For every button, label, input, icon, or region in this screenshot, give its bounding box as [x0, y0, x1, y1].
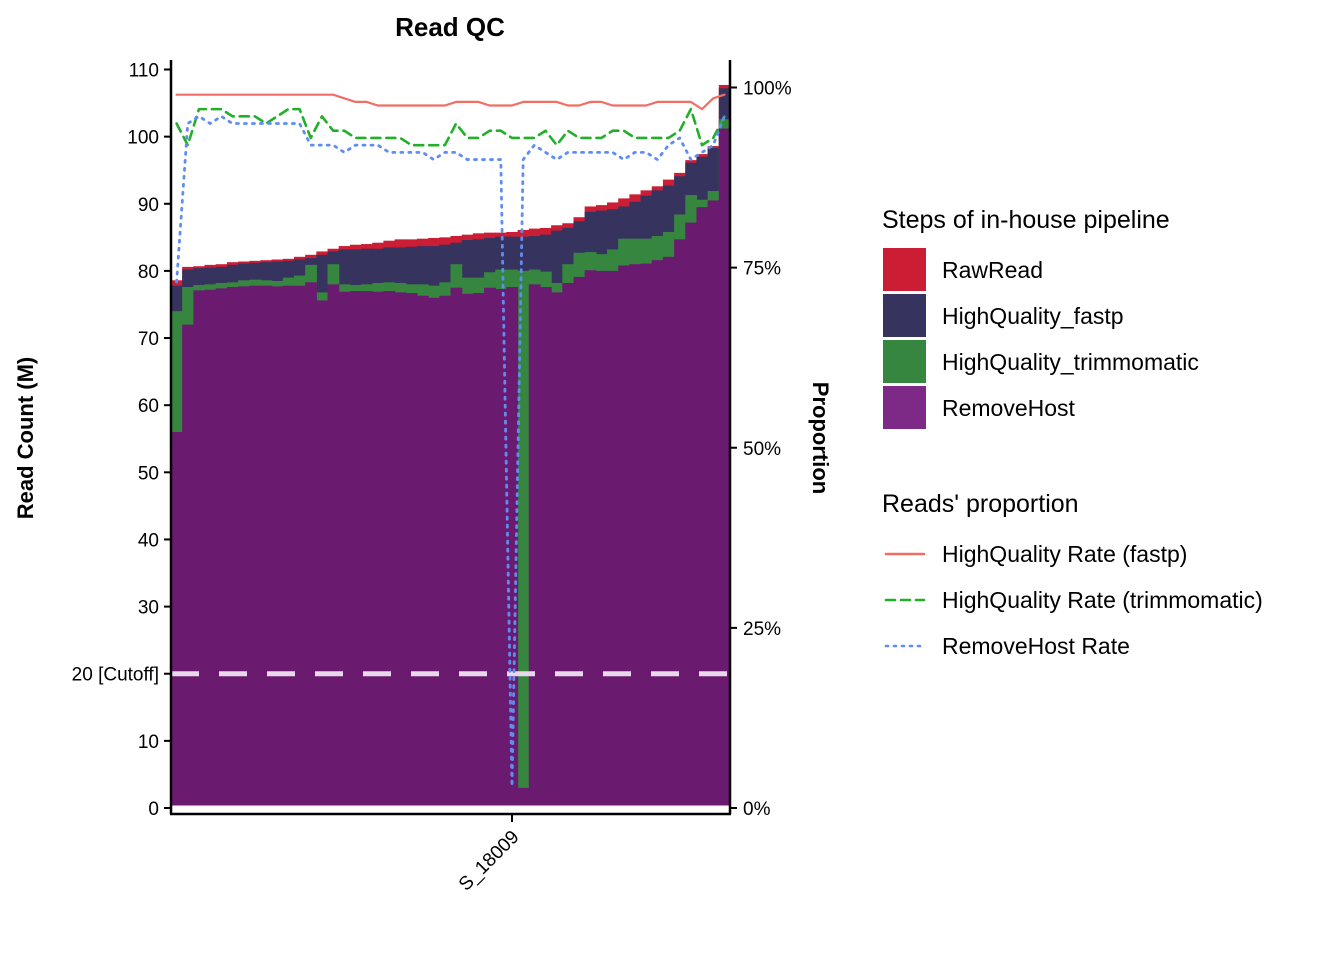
y2-tick-label: 25%	[743, 619, 781, 640]
bar-removehost	[584, 270, 597, 808]
bar-removehost	[349, 291, 362, 808]
legend-steps: Steps of in-house pipeline RawRead HighQu…	[882, 206, 1199, 429]
bar-removehost	[551, 292, 563, 808]
bar-removehost	[226, 287, 239, 808]
bar-removehost	[562, 282, 575, 808]
bar-removehost	[517, 787, 530, 808]
bar-removehost	[662, 256, 675, 808]
legend-label: HighQuality Rate (trimmomatic)	[942, 587, 1263, 613]
y-tick-label: 30	[138, 598, 159, 619]
bar-removehost	[394, 292, 407, 808]
bar-removehost	[305, 282, 317, 808]
y-tick-label: 80	[138, 262, 159, 283]
axes	[169, 60, 732, 816]
legend-swatch	[883, 248, 926, 291]
bar-removehost	[696, 207, 709, 808]
bar-removehost	[461, 293, 474, 808]
legend-swatch	[883, 294, 926, 337]
y2-axis-title: Proportion	[808, 382, 833, 494]
legend-label: RemoveHost Rate	[942, 633, 1130, 659]
rate-lines-layer	[175, 93, 726, 788]
bar-removehost	[707, 200, 720, 809]
chart-title: Read QC	[395, 12, 505, 42]
bar-removehost	[528, 284, 541, 809]
line-removehost-rate	[175, 114, 726, 788]
bar-removehost	[182, 324, 194, 808]
bar-removehost	[416, 295, 429, 808]
y-tick-label: 0	[148, 799, 159, 820]
bar-removehost	[595, 270, 608, 808]
y-tick-label: 100	[127, 128, 159, 149]
bar-removehost	[282, 285, 295, 808]
legend-label: RemoveHost	[942, 395, 1076, 421]
legend-steps-title: Steps of in-house pipeline	[882, 206, 1170, 234]
y-tick-label: 90	[138, 195, 159, 216]
bar-removehost	[640, 263, 653, 808]
bar-removehost	[260, 285, 273, 808]
y-tick-label: 70	[138, 329, 159, 350]
y-tick-label: 110	[129, 61, 159, 82]
y-tick-label: 50	[138, 463, 159, 484]
bar-removehost	[484, 287, 496, 808]
legend-label: HighQuality_trimmomatic	[942, 349, 1199, 375]
legend-label: HighQuality Rate (fastp)	[942, 541, 1187, 567]
bar-removehost	[573, 276, 586, 808]
bar-removehost	[439, 295, 452, 808]
bar-removehost	[204, 289, 217, 809]
line-highquality-rate-trimmomatic	[175, 107, 726, 147]
bar-removehost	[506, 287, 519, 808]
bar-removehost	[618, 265, 630, 808]
bar-removehost	[674, 239, 686, 809]
bar-removehost	[372, 291, 385, 809]
y2-tick-label: 100%	[743, 79, 792, 100]
bar-removehost	[495, 289, 507, 808]
y-tick-label: 60	[138, 396, 159, 417]
bar-removehost	[428, 297, 440, 808]
bar-removehost	[238, 286, 250, 809]
bar-removehost	[171, 432, 183, 808]
legend-label: RawRead	[942, 257, 1043, 283]
bar-removehost	[450, 287, 463, 808]
y-axis-ticks: 0 10 20 [Cutoff] 30 40 50 60 70 80 90 100 110	[72, 61, 171, 820]
bar-removehost	[215, 288, 228, 808]
x-axis-ticks: S_18009	[455, 814, 524, 895]
legend-proportion: Reads' proportion HighQuality Rate (fast…	[882, 490, 1263, 659]
bar-removehost	[651, 260, 664, 808]
bar-removehost	[383, 291, 396, 808]
y2-tick-label: 0%	[743, 799, 771, 820]
bar-removehost	[472, 293, 485, 808]
bar-removehost	[718, 128, 731, 808]
bar-removehost	[293, 285, 306, 808]
y-axis-title: Read Count (M)	[13, 357, 38, 520]
bar-removehost	[361, 291, 373, 808]
bar-removehost	[193, 290, 206, 808]
y-tick-label: 10	[138, 732, 159, 753]
bar-removehost	[685, 222, 698, 808]
y-tick-label: 20 [Cutoff]	[72, 665, 159, 686]
bar-removehost	[316, 300, 329, 808]
legend-label: HighQuality_fastp	[942, 303, 1124, 329]
bar-removehost	[327, 284, 340, 809]
x-tick-label: S_18009	[455, 827, 524, 896]
bar-removehost	[629, 264, 642, 808]
y2-tick-label: 50%	[743, 439, 781, 460]
legend-swatch	[883, 386, 926, 429]
bar-removehost	[539, 287, 552, 808]
bar-layer	[171, 84, 731, 809]
bar-highquality-trimmomatic	[517, 270, 530, 808]
legend-proportion-title: Reads' proportion	[882, 490, 1079, 518]
bar-removehost	[249, 285, 262, 808]
line-highquality-rate-fastp	[175, 93, 726, 111]
bar-removehost	[607, 270, 619, 808]
bar-removehost	[271, 286, 284, 809]
y2-tick-label: 75%	[743, 259, 781, 280]
bar-removehost	[405, 293, 418, 808]
y2-axis-ticks: 0% 25% 50% 75% 100%	[730, 79, 792, 820]
bar-removehost	[338, 291, 351, 809]
legend-swatch	[883, 340, 926, 383]
y-tick-label: 40	[138, 530, 159, 551]
